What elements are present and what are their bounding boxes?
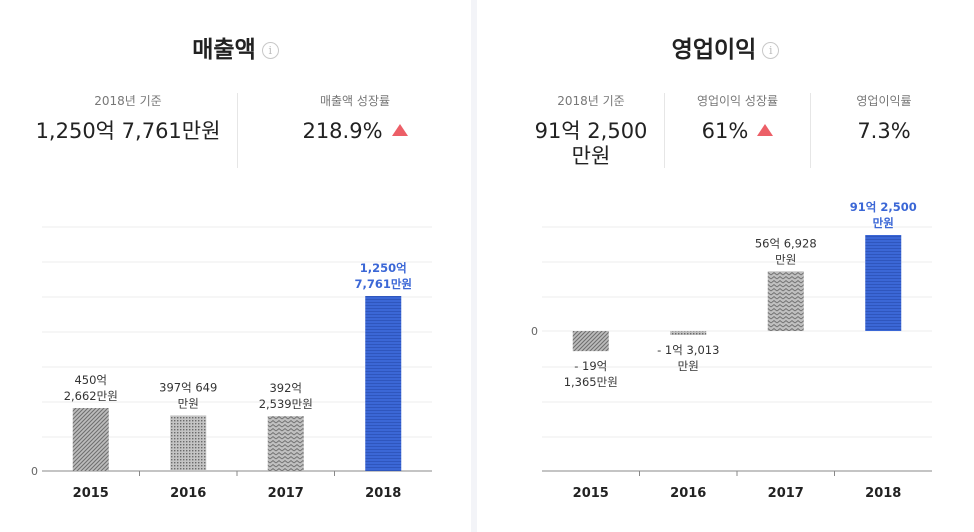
- profit-chart: 0 - 19억 1,365만원 2015 - 1억 3,013 만원 2016 56억 6,9…: [531, 200, 932, 501]
- data-label-2017: 만원: [775, 252, 796, 266]
- bar-2016[interactable]: [170, 415, 207, 471]
- stat-divider: [810, 93, 811, 168]
- data-label-2016: 만원: [178, 396, 199, 410]
- stat-label: 영업이익 성장률: [696, 94, 779, 108]
- stat-value: 7.3%: [857, 119, 911, 143]
- stat-value: 1,250억 7,761만원: [35, 119, 221, 143]
- bar-2015[interactable]: [572, 331, 609, 352]
- stat-value: 91억 2,500 만원: [534, 119, 648, 168]
- revenue-chart: 0 450억 2,662만원 2015 397억 649 만원 2016 392억 2,539만…: [31, 226, 432, 501]
- x-tick-label-2018: 2018: [365, 486, 401, 501]
- revenue-growth-stat: 매출액 성장률 218.9%: [255, 92, 455, 144]
- data-label-2015: 1,365만원: [564, 375, 618, 389]
- x-tick-label-2017: 2017: [268, 486, 304, 501]
- y-zero-label: 0: [531, 325, 538, 338]
- x-tick-label-2016: 2016: [170, 486, 206, 501]
- data-label-2015: 450억: [74, 373, 107, 387]
- profit-margin-stat: 영업이익률 7.3%: [822, 92, 946, 144]
- revenue-base-stat: 2018년 기준 1,250억 7,761만원: [30, 92, 226, 144]
- revenue-panel: 매출액 i 2018년 기준 1,250억 7,761만원 매출액 성장률 218…: [0, 0, 471, 532]
- bar-2015[interactable]: [72, 408, 109, 471]
- x-tick-label-2015: 2015: [73, 486, 109, 501]
- stat-divider: [237, 93, 238, 168]
- x-tick-label-2016: 2016: [670, 486, 706, 501]
- stat-label: 매출액 성장률: [319, 94, 391, 108]
- data-label-2017: 56억 6,928: [755, 236, 817, 250]
- data-label-2015: - 19억: [574, 359, 607, 373]
- profit-growth-stat: 영업이익 성장률 61%: [675, 92, 800, 144]
- data-label-2018: 7,761만원: [354, 277, 412, 291]
- info-icon[interactable]: i: [261, 42, 279, 59]
- bar-2017[interactable]: [267, 416, 304, 471]
- stat-label: 2018년 기준: [94, 94, 162, 108]
- bar-2016[interactable]: [670, 331, 707, 335]
- bar-2018[interactable]: [865, 235, 902, 331]
- bar-2017[interactable]: [767, 271, 804, 331]
- info-icon[interactable]: i: [762, 42, 780, 59]
- stat-label: 2018년 기준: [557, 94, 625, 108]
- x-tick-label-2017: 2017: [768, 486, 804, 501]
- data-label-2016: 397억 649: [159, 380, 217, 394]
- data-label-2016: - 1억 3,013: [657, 343, 719, 357]
- data-label-2018: 1,250억: [360, 261, 407, 275]
- data-label-2015: 2,662만원: [64, 389, 118, 403]
- triangle-up-icon: [391, 124, 408, 136]
- data-label-2018: 91억 2,500: [850, 200, 917, 214]
- bar-2018[interactable]: [365, 296, 402, 471]
- profit-base-stat: 2018년 기준 91억 2,500 만원: [527, 92, 655, 169]
- profit-panel: 영업이익 i 2018년 기준 91억 2,500 만원 영업이익 성장률 61% …: [477, 0, 974, 532]
- stat-divider: [664, 93, 665, 168]
- revenue-title: 매출액 i: [0, 30, 471, 64]
- stat-value: 61%: [675, 119, 800, 144]
- profit-title: 영업이익 i: [477, 30, 974, 64]
- data-label-2016: 만원: [678, 359, 699, 373]
- y-zero-label: 0: [31, 465, 38, 478]
- data-label-2017: 2,539만원: [259, 397, 313, 411]
- data-label-2018: 만원: [873, 216, 894, 230]
- stat-label: 영업이익률: [856, 94, 912, 108]
- triangle-up-icon: [757, 124, 774, 136]
- x-tick-label-2015: 2015: [573, 486, 609, 501]
- stat-value: 218.9%: [255, 119, 455, 144]
- x-tick-label-2018: 2018: [865, 486, 901, 501]
- data-label-2017: 392억: [269, 381, 302, 395]
